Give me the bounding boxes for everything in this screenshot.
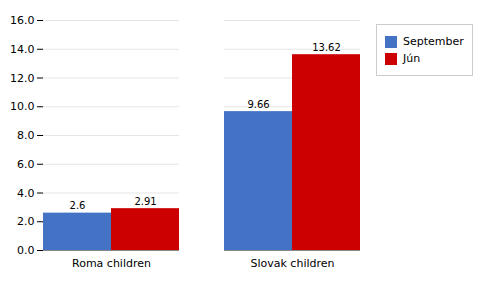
svg-text:13.62: 13.62 [312, 42, 341, 53]
svg-text:2.0: 2.0 [17, 215, 35, 228]
svg-text:10.0: 10.0 [10, 100, 35, 113]
svg-text:12.0: 12.0 [10, 72, 35, 85]
svg-text:6.0: 6.0 [17, 158, 35, 171]
svg-text:14.0: 14.0 [10, 43, 35, 56]
svg-text:16.0: 16.0 [10, 14, 35, 27]
html-text:Jún: Jún [403, 52, 421, 65]
svg-text:0.0: 0.0 [17, 244, 35, 257]
svg-text:8.0: 8.0 [17, 129, 35, 142]
svg-text:9.66: 9.66 [247, 99, 269, 110]
svg-text:4.0: 4.0 [17, 187, 35, 200]
svg-text:2.91: 2.91 [134, 196, 156, 207]
html-text:September: September [403, 35, 464, 48]
svg-text:Slovak children: Slovak children [250, 257, 334, 270]
svg-text:2.6: 2.6 [70, 200, 86, 211]
svg-text:Roma children: Roma children [72, 257, 151, 270]
